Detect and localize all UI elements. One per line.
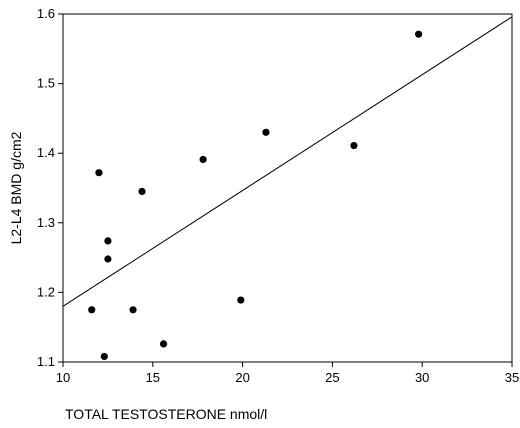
x-tick-label: 25 [325,370,339,385]
data-point [237,296,245,304]
x-axis-ticks: 10 15 20 25 30 35 [56,362,519,385]
x-tick-label: 15 [146,370,160,385]
data-point [129,306,137,314]
data-point [138,187,146,196]
data-point [262,128,270,136]
y-tick-label: 1.2 [37,284,55,299]
data-point [104,237,112,245]
data-points [88,30,423,361]
data-point [159,340,168,348]
plot-frame [62,13,513,363]
y-tick-label: 1.4 [37,145,55,160]
data-point [350,141,358,150]
data-point [415,30,423,38]
data-point [104,255,112,263]
y-tick-label: 1.1 [37,354,55,369]
y-tick-label: 1.3 [37,215,55,230]
data-point [199,155,207,164]
data-point [88,306,96,314]
data-point [95,169,103,177]
data-point [100,352,108,361]
x-tick-label: 10 [56,370,70,385]
y-tick-label: 1.5 [37,76,55,91]
y-tick-label: 1.6 [37,6,55,21]
x-axis-label: TOTAL TESTOSTERONE nmol/l [65,406,267,422]
x-tick-label: 35 [505,370,519,385]
x-tick-label: 30 [415,370,429,385]
regression-line [62,16,513,307]
y-axis-ticks: 1.1 1.2 1.3 1.4 1.5 1.6 [37,6,63,369]
y-axis-label: L2-L4 BMD g/cm2 [8,131,24,244]
x-tick-label: 20 [235,370,249,385]
